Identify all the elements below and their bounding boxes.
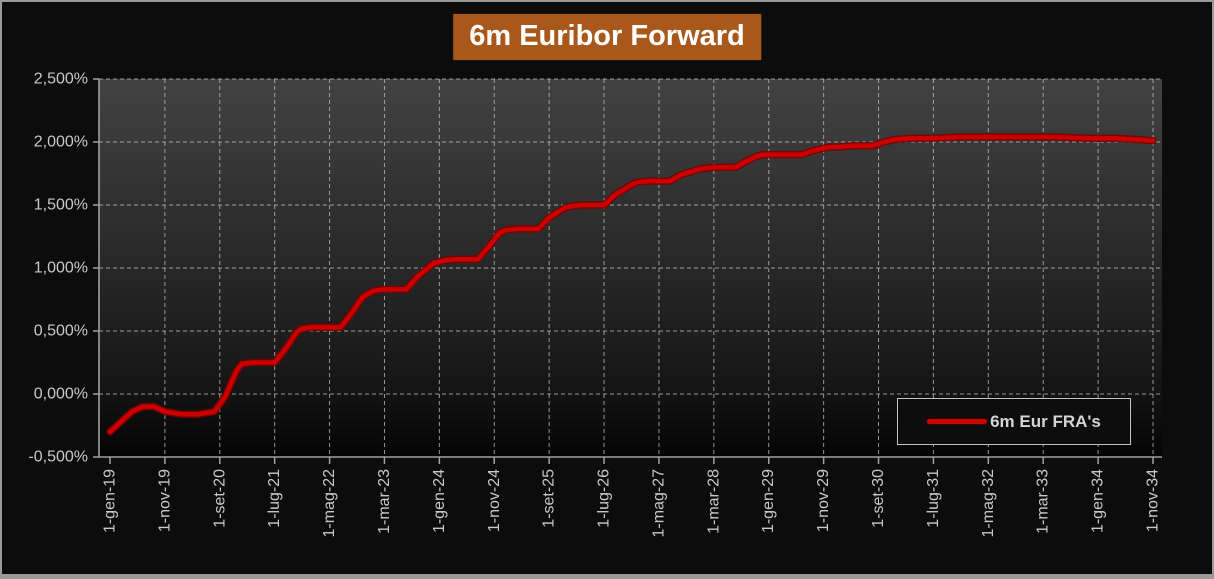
x-tick-label: 1-set-25 bbox=[541, 469, 558, 528]
x-tick-label: 1-set-20 bbox=[211, 469, 228, 528]
x-tick-label: 1-lug-26 bbox=[596, 469, 613, 528]
x-tick-label: 1-set-30 bbox=[870, 469, 887, 528]
legend-line-marker-icon bbox=[927, 419, 988, 424]
x-tick-label: 1-gen-24 bbox=[431, 469, 448, 533]
x-tick-label: 1-mag-32 bbox=[980, 469, 997, 538]
x-tick-label: 1-nov-19 bbox=[156, 469, 173, 532]
series-line-6m-eur-fras bbox=[107, 134, 1156, 435]
x-tick-label: 1-nov-29 bbox=[815, 469, 832, 532]
x-tick-label: 1-nov-24 bbox=[486, 469, 503, 532]
y-tick-label: 2,500% bbox=[34, 71, 88, 88]
x-tick-label: 1-mag-27 bbox=[650, 469, 667, 538]
x-tick-label: 1-mar-28 bbox=[705, 469, 722, 534]
x-tick-label: 1-lug-21 bbox=[266, 469, 283, 528]
x-tick-label: 1-gen-19 bbox=[102, 469, 119, 533]
y-tick-label: 0,500% bbox=[34, 323, 88, 340]
y-tick-label: 1,000% bbox=[34, 260, 88, 277]
x-tick-label: 1-nov-34 bbox=[1145, 469, 1162, 532]
y-tick-label: 2,000% bbox=[34, 134, 88, 151]
x-tick-label: 1-mar-23 bbox=[376, 469, 393, 534]
legend: 6m Eur FRA's bbox=[897, 398, 1131, 445]
chart-title: 6m Euribor Forward bbox=[453, 14, 761, 60]
x-tick-label: 1-mar-33 bbox=[1035, 469, 1052, 534]
y-tick-label: 1,500% bbox=[34, 197, 88, 214]
x-tick-label: 1-gen-34 bbox=[1090, 469, 1107, 533]
x-tick-label: 1-mag-22 bbox=[321, 469, 338, 538]
x-tick-label: 1-lug-31 bbox=[925, 469, 942, 528]
y-tick-label: -0,500% bbox=[28, 449, 88, 466]
legend-series-label: 6m Eur FRA's bbox=[990, 411, 1101, 431]
x-tick-label: 1-gen-29 bbox=[760, 469, 777, 533]
y-tick-label: 0,000% bbox=[34, 386, 88, 403]
